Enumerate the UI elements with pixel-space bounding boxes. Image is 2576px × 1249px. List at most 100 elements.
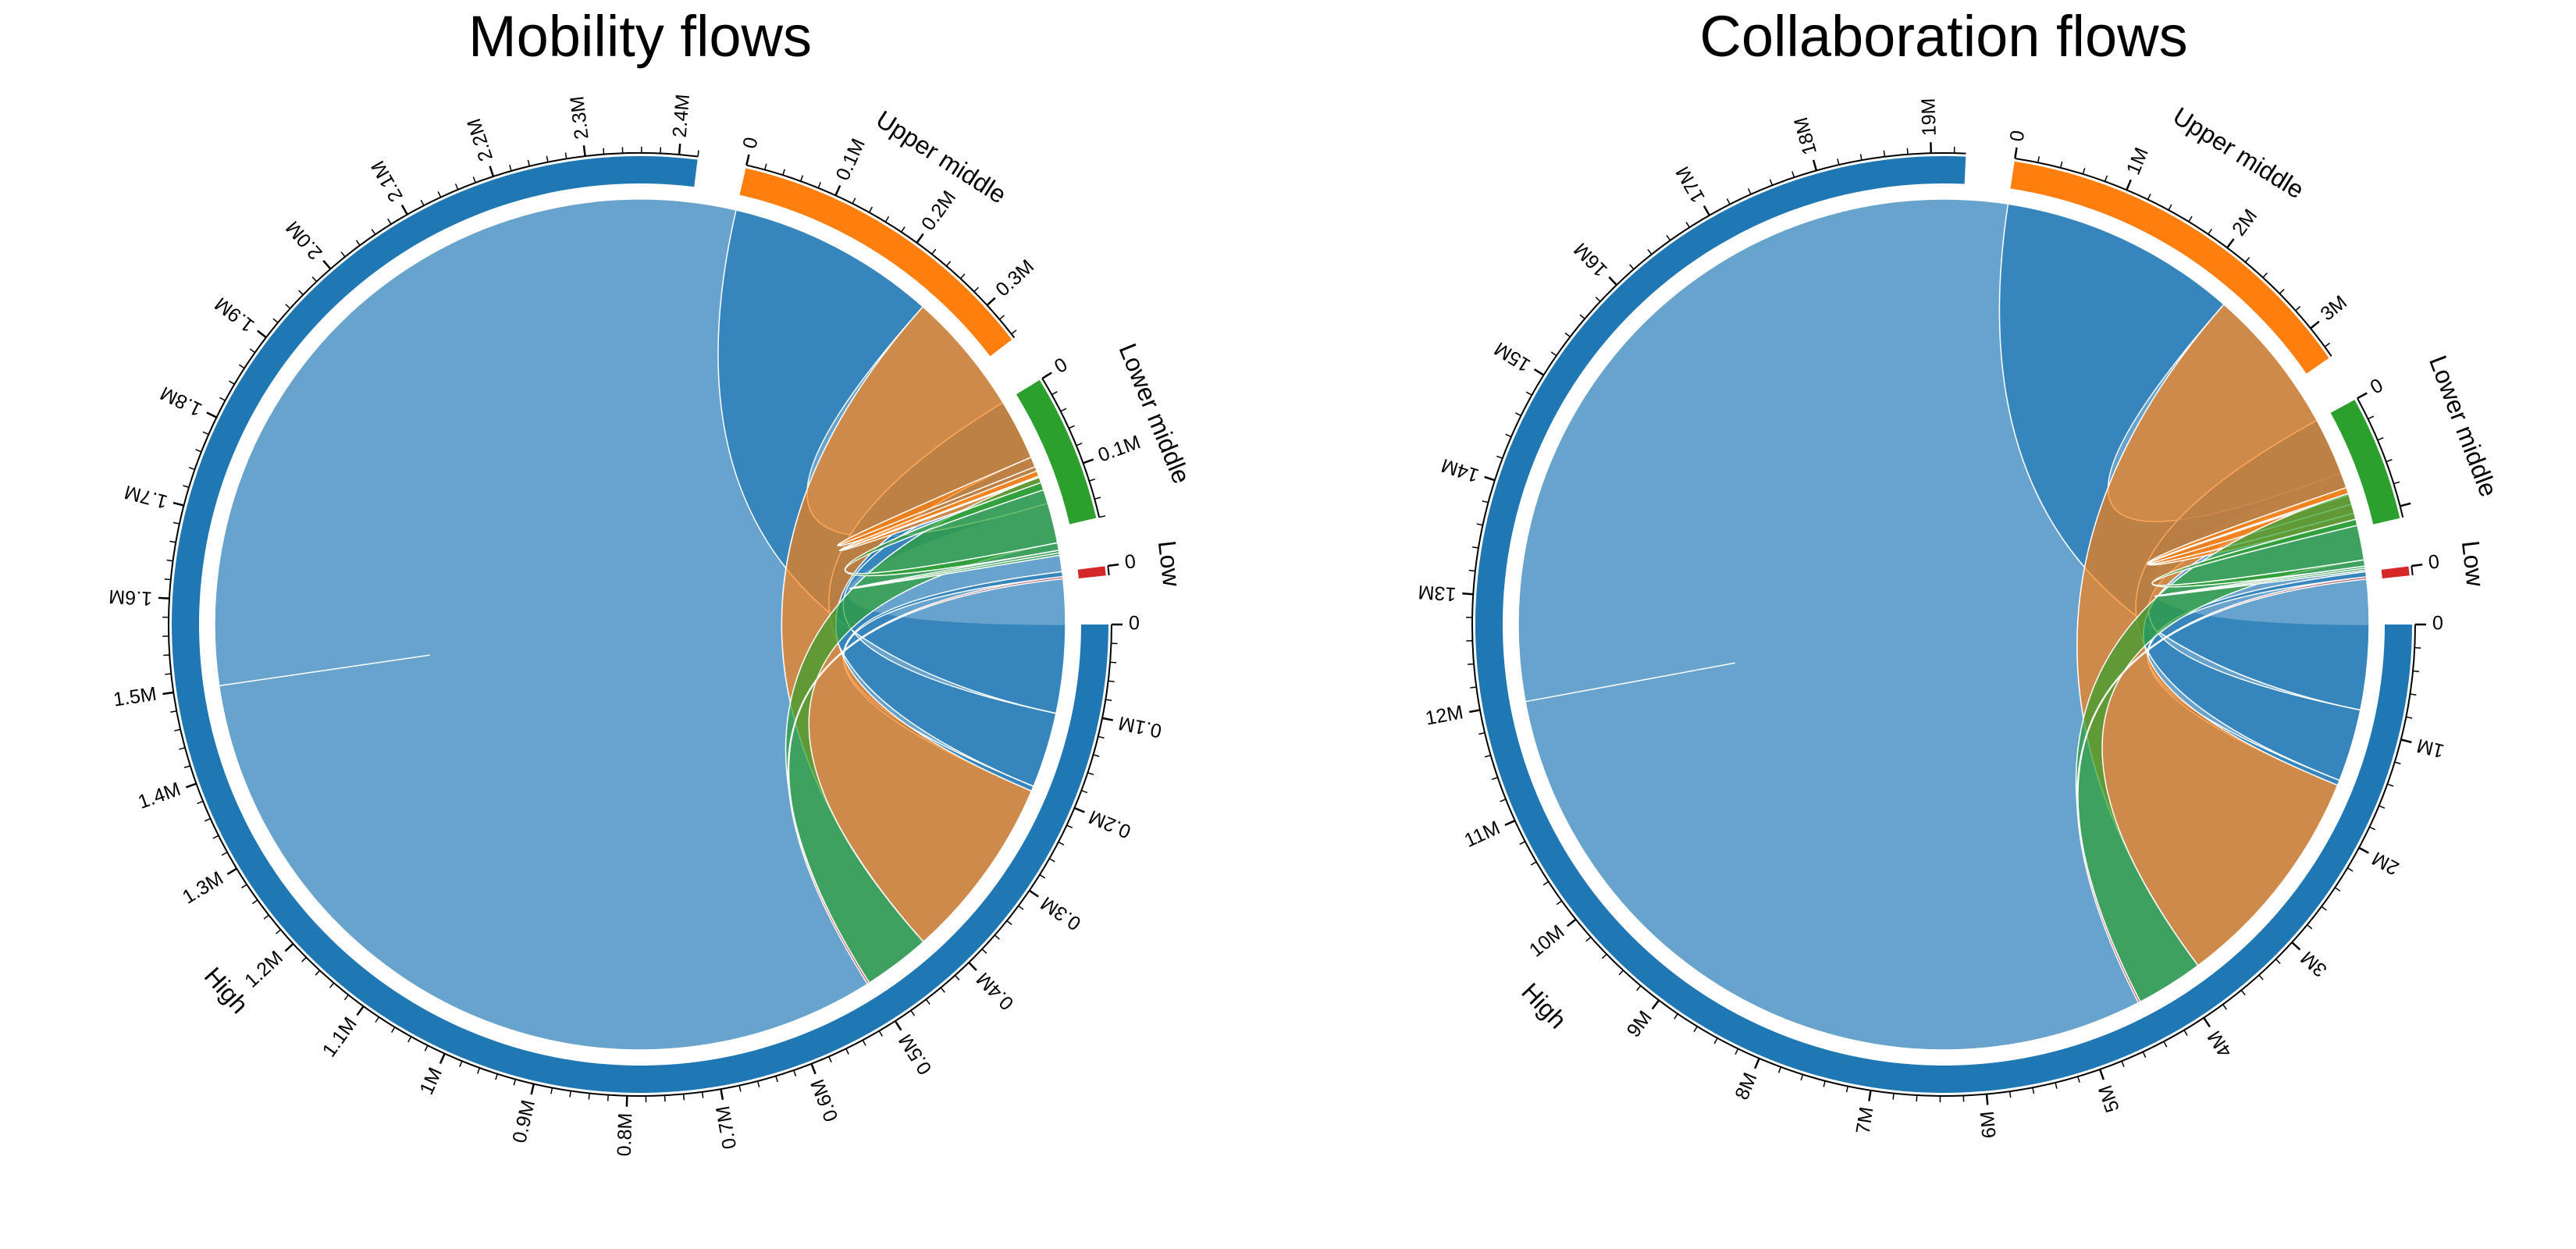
major-tick [834, 185, 841, 196]
major-tick [968, 962, 977, 971]
minor-tick [775, 1076, 778, 1083]
minor-tick [682, 1094, 685, 1101]
minor-tick [163, 654, 170, 657]
minor-tick [1051, 391, 1058, 396]
tick-label: 1.4M [135, 778, 183, 813]
minor-tick [1470, 686, 1477, 689]
tick-label: 5M [2094, 1082, 2124, 1115]
minor-tick [1484, 754, 1491, 758]
minor-tick [387, 218, 392, 225]
tracks-layer [1475, 155, 2412, 1093]
major-tick [1469, 709, 1481, 713]
minor-tick [2121, 1061, 2125, 1068]
minor-tick [2142, 1052, 2147, 1058]
minor-tick [2307, 924, 2313, 930]
major-tick [489, 165, 495, 177]
tick-label: 0 [2427, 550, 2440, 574]
minor-tick [2393, 481, 2400, 485]
major-tick [206, 411, 217, 418]
minor-tick [2394, 761, 2401, 765]
minor-tick [2279, 289, 2285, 294]
minor-tick [1491, 777, 1498, 781]
sector-label-high: High [1516, 977, 1571, 1034]
minor-tick [1471, 546, 1479, 549]
minor-tick [1845, 1086, 1848, 1093]
minor-tick [607, 1094, 609, 1101]
major-tick [226, 867, 237, 875]
minor-tick [2059, 161, 2063, 169]
minor-tick [940, 987, 945, 993]
tick-label: 1.9M [211, 293, 258, 336]
minor-tick [1099, 515, 1106, 518]
minor-tick [1666, 235, 1671, 241]
ribbon-upper-middle-to-lower-middle [838, 470, 1042, 552]
tick-label: 3M [2297, 947, 2332, 981]
minor-tick [2410, 693, 2417, 696]
minor-tick [2258, 974, 2264, 980]
major-tick [1651, 999, 1660, 1010]
minor-tick [884, 216, 890, 222]
tick-label: 2.4M [669, 93, 695, 138]
tick-label: 0 [1129, 613, 1140, 635]
mobility-flows-chart: Mobility flows 0 0.1M 0.2M 0.3M 0.4M 0.5M 0.6M… [109, 4, 1196, 1157]
minor-tick [371, 229, 376, 235]
minor-tick [738, 1085, 742, 1092]
minor-tick [197, 800, 204, 805]
minor-tick [2163, 1041, 2168, 1048]
tick-label: 2.2M [463, 116, 497, 164]
sector-arc-upper-middle [2010, 161, 2329, 374]
tick-label: 2M [2228, 205, 2261, 240]
major-tick [1504, 820, 1516, 827]
major-tick [582, 145, 586, 157]
tick-label: 0.2M [917, 187, 960, 234]
tick-label: 0 [2432, 613, 2443, 635]
sector-arc-lower-middle [1016, 379, 1097, 525]
ribbon-lower-middle-to-lower-middle [2154, 565, 2367, 597]
minor-tick [2222, 1004, 2227, 1010]
minor-tick [195, 449, 202, 453]
minor-tick [311, 276, 318, 283]
minor-tick [697, 150, 699, 157]
minor-tick [1777, 1066, 1782, 1073]
tick-label: 2M [2368, 847, 2403, 879]
axis-line [2015, 157, 2332, 357]
major-tick [1754, 1058, 1760, 1069]
major-tick [284, 943, 294, 952]
major-tick [2226, 238, 2235, 249]
minor-tick [1089, 478, 1096, 482]
minor-tick [1601, 953, 1607, 959]
minor-tick [603, 148, 605, 155]
minor-tick [2324, 342, 2331, 347]
tick-label: 1.1M [318, 1013, 361, 1061]
minor-tick [973, 286, 980, 293]
minor-tick [1476, 523, 1483, 526]
minor-tick [2168, 204, 2172, 211]
minor-tick [459, 1060, 463, 1067]
minor-tick [1519, 841, 1526, 845]
tick-label: 4M [2204, 1027, 2237, 1061]
major-tick [894, 1020, 902, 1031]
sector-arc-lower-middle [2330, 400, 2400, 525]
ribbons-layer [214, 198, 1066, 1051]
minor-tick [569, 1091, 571, 1098]
minor-tick [204, 817, 211, 822]
tick-label: 12M [1424, 701, 1465, 729]
minor-tick [1006, 920, 1012, 926]
ribbon-lower-middle-to-high [2075, 493, 2365, 1003]
tick-label: 0.1M [831, 135, 870, 183]
minor-tick [959, 273, 966, 279]
minor-tick [1525, 391, 1532, 396]
ribbon-low-to-high [2076, 576, 2368, 1004]
major-tick [2357, 392, 2368, 400]
minor-tick [221, 852, 228, 856]
major-tick [2400, 502, 2411, 507]
major-tick [1462, 592, 1474, 596]
minor-tick [1105, 699, 1112, 702]
minor-tick [1906, 148, 1909, 155]
ribbon-lower-middle-to-upper-middle [844, 482, 1060, 577]
major-tick [439, 1053, 446, 1064]
minor-tick [878, 1030, 883, 1037]
minor-tick [251, 899, 258, 905]
major-tick [185, 782, 197, 788]
